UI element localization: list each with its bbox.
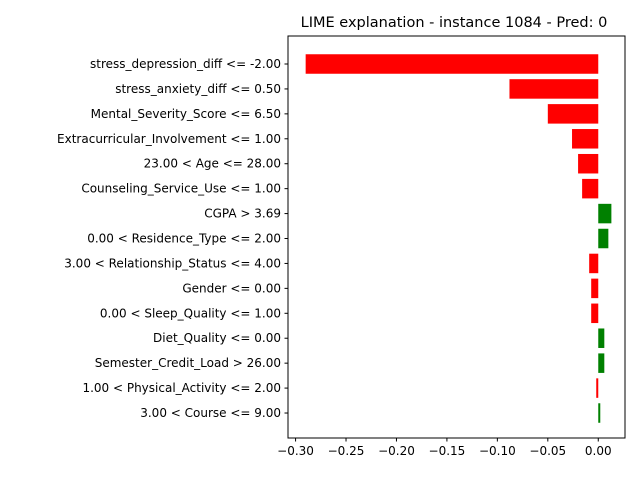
y-tick-label-4: 23.00 < Age <= 28.00 — [144, 157, 281, 171]
y-tick-label-11: Diet_Quality <= 0.00 — [153, 331, 281, 345]
y-tick-label-8: 3.00 < Relationship_Status <= 4.00 — [64, 256, 281, 270]
bar-2 — [547, 104, 599, 124]
bar-0 — [305, 54, 599, 74]
bar-5 — [582, 178, 599, 199]
bar-11 — [598, 328, 605, 348]
y-tick-label-6: CGPA > 3.69 — [204, 207, 281, 221]
y-tick-label-13: 1.00 < Physical_Activity <= 2.00 — [82, 381, 281, 395]
x-tick-label-4: −0.10 — [479, 444, 516, 458]
bar-7 — [598, 228, 609, 249]
x-tick-label-5: −0.05 — [529, 444, 566, 458]
bar-3 — [572, 129, 599, 149]
bar-10 — [591, 303, 599, 324]
y-tick-label-2: Mental_Severity_Score <= 6.50 — [91, 107, 281, 121]
y-tick-label-1: stress_anxiety_diff <= 0.50 — [115, 82, 281, 96]
x-tick-label-3: −0.15 — [429, 444, 466, 458]
x-tick-label-0: −0.30 — [277, 444, 314, 458]
bar-4 — [578, 153, 599, 174]
y-tick-label-12: Semester_Credit_Load > 26.00 — [95, 356, 281, 370]
y-axis-ticks: stress_depression_diff <= -2.00 stress_an… — [57, 57, 288, 420]
chart-title: LIME explanation - instance 1084 - Pred:… — [301, 15, 608, 31]
bar-8 — [589, 253, 599, 274]
x-tick-label-2: −0.20 — [378, 444, 415, 458]
y-tick-label-7: 0.00 < Residence_Type <= 2.00 — [87, 232, 281, 246]
bar-12 — [598, 353, 605, 373]
bar-6 — [598, 203, 612, 224]
y-tick-label-9: Gender <= 0.00 — [182, 281, 281, 295]
y-tick-label-3: Extracurricular_Involvement <= 1.00 — [57, 132, 281, 146]
y-tick-label-0: stress_depression_diff <= -2.00 — [90, 57, 281, 71]
bar-1 — [509, 79, 599, 99]
bar-14 — [598, 403, 601, 423]
axes-frame — [287, 35, 626, 439]
bar-9 — [591, 278, 599, 299]
bars-group — [305, 54, 612, 423]
y-tick-label-5: Counseling_Service_Use <= 1.00 — [81, 182, 281, 196]
y-tick-label-10: 0.00 < Sleep_Quality <= 1.00 — [100, 306, 281, 320]
x-tick-label-1: −0.25 — [328, 444, 365, 458]
x-tick-label-6: 0.00 — [585, 444, 612, 458]
bar-13 — [596, 378, 599, 398]
x-axis-ticks: −0.30 −0.25 −0.20 −0.15 −0.10 −0.05 0.00 — [277, 438, 612, 458]
y-tick-label-14: 3.00 < Course <= 9.00 — [140, 406, 281, 420]
